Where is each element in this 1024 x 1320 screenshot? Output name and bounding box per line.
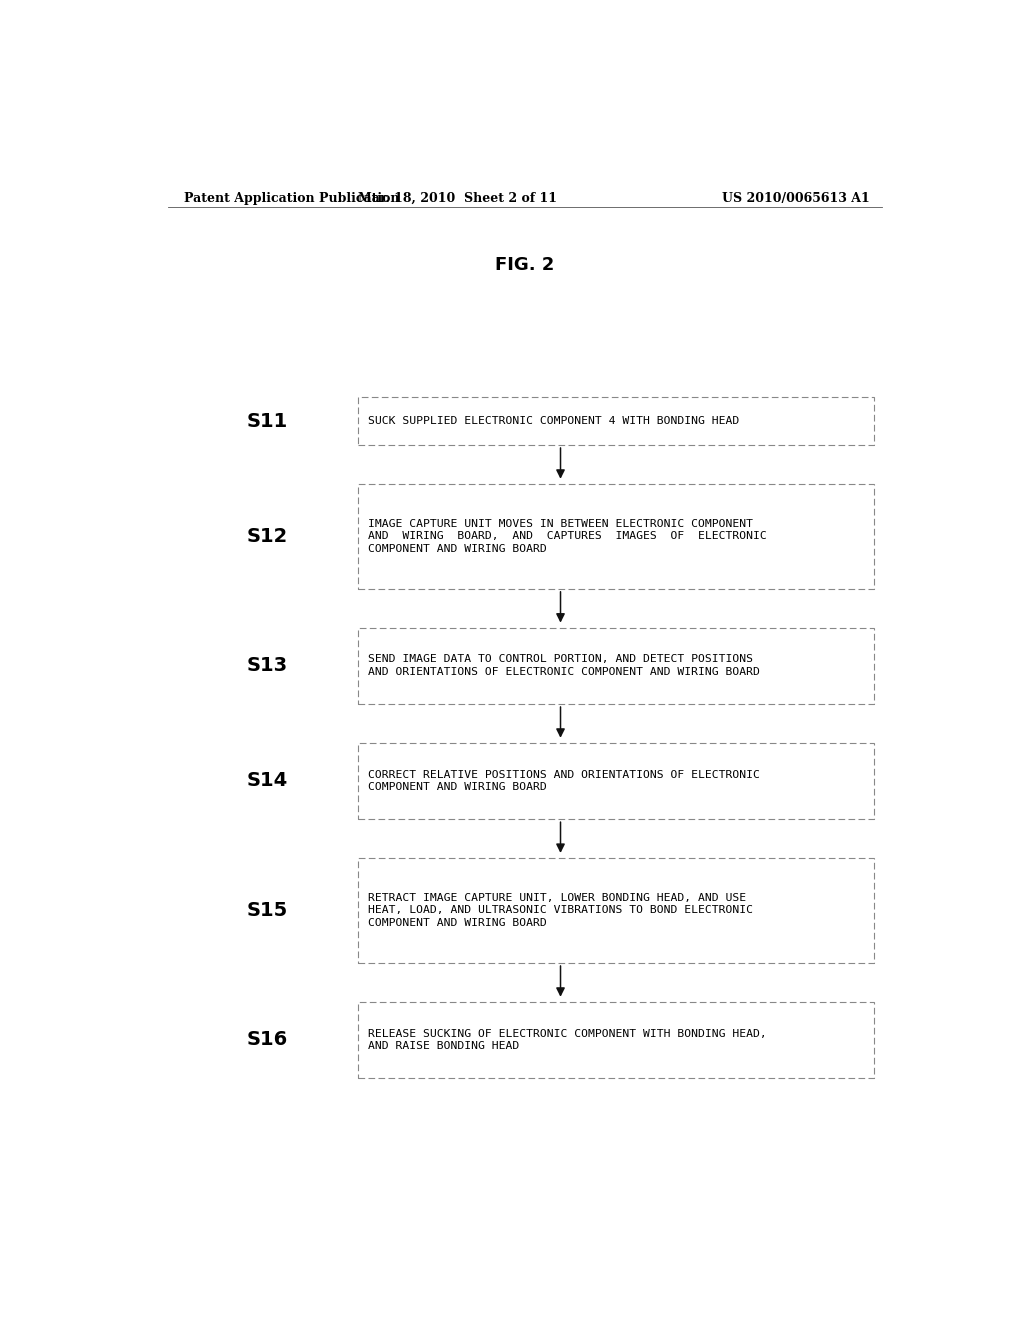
Text: Mar. 18, 2010  Sheet 2 of 11: Mar. 18, 2010 Sheet 2 of 11: [357, 191, 557, 205]
Text: CORRECT RELATIVE POSITIONS AND ORIENTATIONS OF ELECTRONIC
COMPONENT AND WIRING B: CORRECT RELATIVE POSITIONS AND ORIENTATI…: [369, 770, 761, 792]
Bar: [358, 1002, 873, 1078]
Text: S14: S14: [246, 771, 288, 791]
Text: S15: S15: [246, 902, 288, 920]
Text: FIG. 2: FIG. 2: [496, 256, 554, 275]
Bar: [358, 743, 873, 820]
Text: SUCK SUPPLIED ELECTRONIC COMPONENT 4 WITH BONDING HEAD: SUCK SUPPLIED ELECTRONIC COMPONENT 4 WIT…: [369, 416, 739, 426]
Bar: [358, 858, 873, 964]
Bar: [358, 627, 873, 704]
Text: RELEASE SUCKING OF ELECTRONIC COMPONENT WITH BONDING HEAD,
AND RAISE BONDING HEA: RELEASE SUCKING OF ELECTRONIC COMPONENT …: [369, 1028, 767, 1051]
Text: IMAGE CAPTURE UNIT MOVES IN BETWEEN ELECTRONIC COMPONENT
AND  WIRING  BOARD,  AN: IMAGE CAPTURE UNIT MOVES IN BETWEEN ELEC…: [369, 519, 767, 554]
Text: SEND IMAGE DATA TO CONTROL PORTION, AND DETECT POSITIONS
AND ORIENTATIONS OF ELE: SEND IMAGE DATA TO CONTROL PORTION, AND …: [369, 655, 761, 677]
Text: S11: S11: [246, 412, 288, 430]
Bar: [358, 397, 873, 445]
Text: RETRACT IMAGE CAPTURE UNIT, LOWER BONDING HEAD, AND USE
HEAT, LOAD, AND ULTRASON: RETRACT IMAGE CAPTURE UNIT, LOWER BONDIN…: [369, 892, 754, 928]
Text: S13: S13: [247, 656, 288, 676]
Text: S12: S12: [246, 527, 288, 546]
Bar: [358, 483, 873, 589]
Text: S16: S16: [246, 1031, 288, 1049]
Text: Patent Application Publication: Patent Application Publication: [183, 191, 399, 205]
Text: US 2010/0065613 A1: US 2010/0065613 A1: [722, 191, 870, 205]
